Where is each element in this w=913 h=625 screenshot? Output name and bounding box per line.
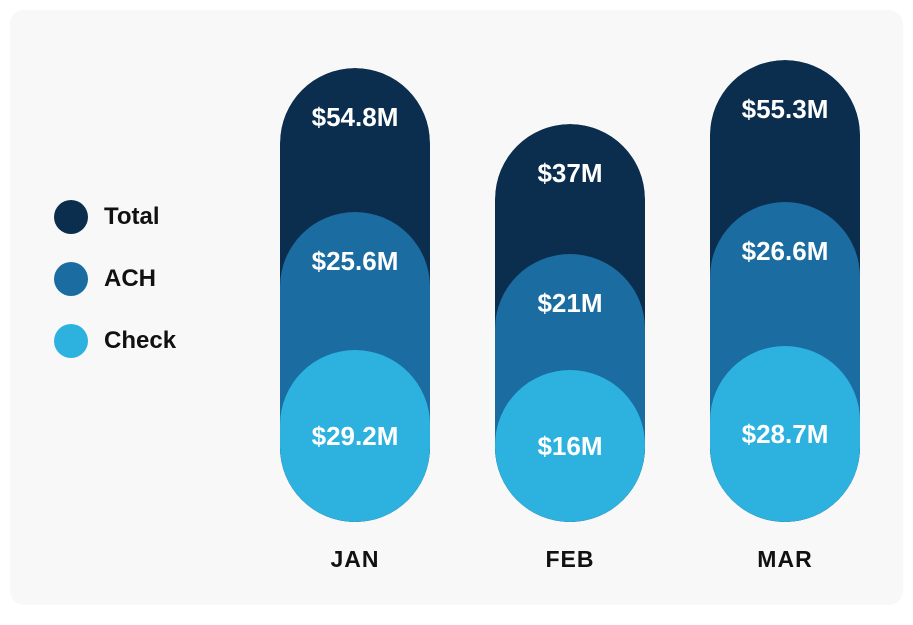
column-mar: $55.3M $26.6M $28.7M xyxy=(710,60,860,522)
x-label-jan: JAN xyxy=(280,546,430,573)
column-feb: $37M $21M $16M xyxy=(495,124,645,522)
legend-swatch-total xyxy=(54,200,88,234)
pill-mar: $55.3M $26.6M $28.7M xyxy=(710,60,860,522)
legend-label-check: Check xyxy=(104,327,176,355)
value-jan-check: $29.2M xyxy=(312,421,399,452)
legend-item-total: Total xyxy=(54,200,176,234)
chart-card: Total ACH Check $54.8M $25.6M $29.2M xyxy=(10,10,903,605)
legend-item-check: Check xyxy=(54,324,176,358)
value-feb-check: $16M xyxy=(537,431,602,462)
legend-swatch-check xyxy=(54,324,88,358)
x-label-mar: MAR xyxy=(710,546,860,573)
legend-item-ach: ACH xyxy=(54,262,176,296)
seg-mar-check: $28.7M xyxy=(710,346,860,522)
chart-area: $54.8M $25.6M $29.2M JAN $37M $21M xyxy=(240,10,873,605)
pill-jan: $54.8M $25.6M $29.2M xyxy=(280,68,430,522)
legend-label-total: Total xyxy=(104,203,160,231)
column-jan: $54.8M $25.6M $29.2M xyxy=(280,68,430,522)
seg-feb-check: $16M xyxy=(495,370,645,522)
value-mar-check: $28.7M xyxy=(742,419,829,450)
legend: Total ACH Check xyxy=(54,200,176,386)
legend-swatch-ach xyxy=(54,262,88,296)
pill-feb: $37M $21M $16M xyxy=(495,124,645,522)
seg-jan-check: $29.2M xyxy=(280,350,430,522)
x-label-feb: FEB xyxy=(495,546,645,573)
legend-label-ach: ACH xyxy=(104,265,156,293)
